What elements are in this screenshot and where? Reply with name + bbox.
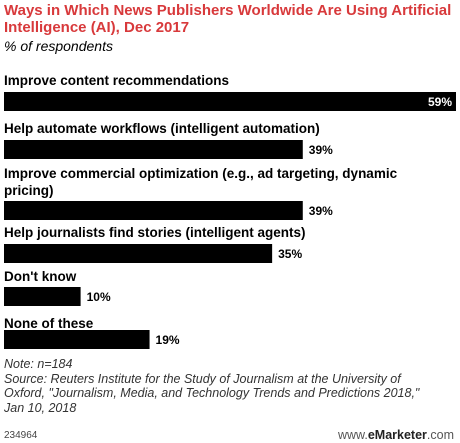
- value-label: 39%: [309, 204, 333, 218]
- brand-prefix: www.: [337, 428, 368, 442]
- bar: [4, 140, 303, 159]
- bar-group: Improve content recommendations 59%: [4, 73, 456, 111]
- source-note: Note: n=184 Source: Reuters Institute fo…: [4, 357, 460, 415]
- bar-group: None of these 19%: [4, 316, 180, 349]
- bar: [4, 201, 303, 220]
- chart-id: 234964: [4, 430, 38, 441]
- category-label: None of these: [4, 316, 94, 331]
- source-line: Jan 10, 2018: [4, 400, 77, 415]
- category-label: pricing): [4, 183, 54, 198]
- bar-group: Don't know 10%: [4, 269, 111, 306]
- note-line: Note: n=184: [4, 357, 73, 371]
- source-line: Source: Reuters Institute for the Study …: [4, 371, 401, 386]
- bar: [4, 244, 273, 263]
- bar-group: Help journalists find stories (intellige…: [4, 225, 306, 263]
- category-label: Improve content recommendations: [4, 73, 229, 88]
- value-label: 39%: [309, 143, 333, 157]
- bar-group: Help automate workflows (intelligent aut…: [4, 121, 333, 159]
- category-label: Help journalists find stories (intellige…: [4, 225, 306, 240]
- source-line: Oxford, "Journalism, Media, and Technolo…: [4, 386, 420, 401]
- bar: [4, 92, 456, 111]
- value-label: 35%: [278, 247, 302, 261]
- category-label: Improve commercial optimization (e.g., a…: [4, 166, 398, 181]
- value-label: 19%: [156, 333, 180, 347]
- category-label: Help automate workflows (intelligent aut…: [4, 121, 320, 136]
- category-label: Don't know: [4, 269, 77, 284]
- brand-suffix: .com: [426, 428, 454, 442]
- chart-title: Ways in Which News Publishers Worldwide …: [4, 2, 452, 36]
- bar: [4, 287, 81, 306]
- bar-group: Improve commercial optimization (e.g., a…: [4, 166, 398, 220]
- bar-chart: Improve content recommendations 59% Help a…: [4, 73, 456, 349]
- bar: [4, 330, 150, 349]
- brand-name: eMarketer: [367, 428, 427, 442]
- value-label: 10%: [87, 290, 111, 304]
- brand-logo[interactable]: www.eMarketer.com: [338, 428, 454, 442]
- value-label: 59%: [428, 95, 452, 109]
- chart-subtitle: % of respondents: [4, 38, 113, 54]
